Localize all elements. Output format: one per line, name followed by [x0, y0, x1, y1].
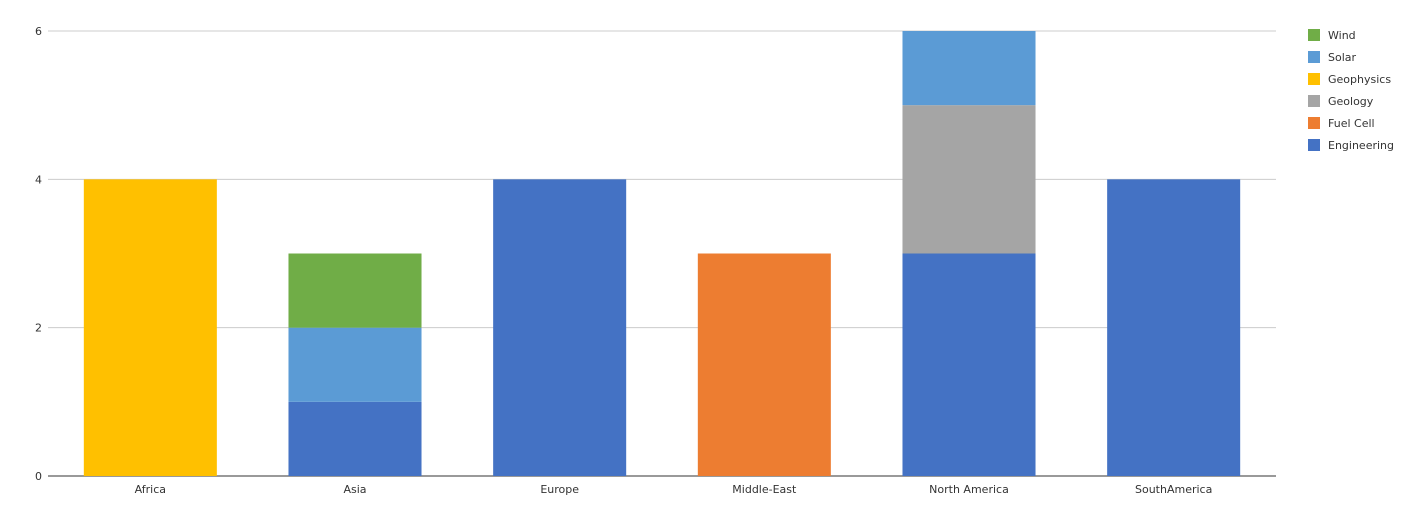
bar-segment-engineering: [288, 401, 422, 476]
x-tick-label: North America: [929, 483, 1009, 496]
legend-label: Engineering: [1328, 138, 1394, 152]
legend-swatch: [1308, 29, 1320, 41]
legend-item: Geology: [1308, 90, 1394, 112]
bar-segment-engineering: [902, 253, 1036, 476]
legend-label: Geology: [1328, 94, 1374, 108]
legend-item: Engineering: [1308, 134, 1394, 156]
gridlines: [48, 30, 1276, 477]
legend: Wind Solar Geophysics Geology Fuel Cell Engin…: [1308, 24, 1394, 156]
y-axis: 0 2 4 6: [35, 25, 42, 483]
legend-item: Fuel Cell: [1308, 112, 1394, 134]
legend-swatch: [1308, 139, 1320, 151]
x-tick-label: Asia: [343, 483, 366, 496]
x-tick-label: Middle-East: [732, 483, 797, 496]
x-tick-label: SouthAmerica: [1135, 483, 1212, 496]
bar-segment-engineering: [1107, 179, 1241, 477]
bars: [83, 31, 1241, 477]
y-tick-label: 0: [35, 470, 42, 483]
bar-segment-wind: [288, 253, 422, 328]
bar-segment-solar: [902, 31, 1036, 106]
y-tick-label: 2: [35, 322, 42, 335]
legend-label: Solar: [1328, 50, 1357, 64]
legend-swatch: [1308, 117, 1320, 129]
bar-segment-solar: [288, 327, 422, 402]
y-tick-label: 6: [35, 25, 42, 38]
legend-item: Geophysics: [1308, 68, 1394, 90]
legend-swatch: [1308, 73, 1320, 85]
legend-label: Wind: [1328, 28, 1356, 42]
legend-item: Solar: [1308, 46, 1394, 68]
x-tick-label: Africa: [135, 483, 166, 496]
y-tick-label: 4: [35, 173, 42, 186]
x-tick-label: Europe: [540, 483, 579, 496]
x-axis: Africa Asia Europe Middle-East North America…: [135, 483, 1213, 496]
bar-segment-fuel-cell: [697, 253, 831, 476]
bar-segment-geophysics: [83, 179, 217, 477]
legend-swatch: [1308, 51, 1320, 63]
bar-segment-engineering: [493, 179, 627, 477]
legend-label: Fuel Cell: [1328, 116, 1375, 130]
bar-segment-geology: [902, 105, 1036, 254]
legend-swatch: [1308, 95, 1320, 107]
legend-label: Geophysics: [1328, 72, 1392, 86]
legend-item: Wind: [1308, 24, 1394, 46]
